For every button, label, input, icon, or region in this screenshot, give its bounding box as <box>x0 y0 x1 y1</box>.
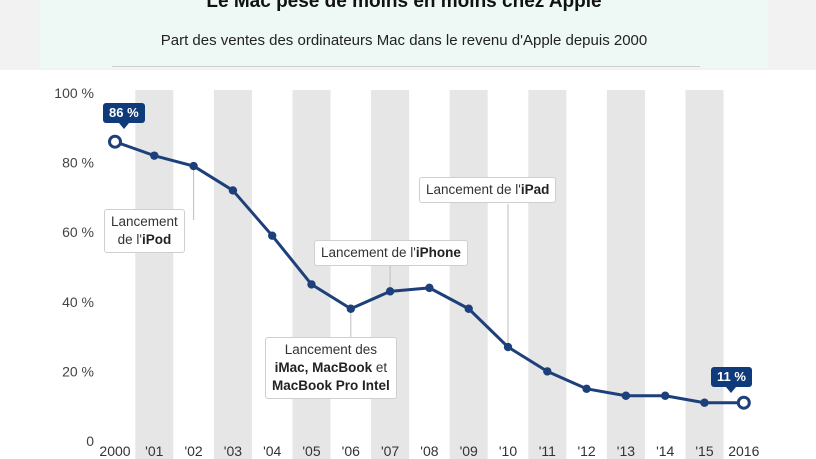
x-tick-label-8: '08 <box>420 443 438 459</box>
data-point-4 <box>268 231 277 240</box>
data-point-9 <box>464 304 473 313</box>
data-point-16 <box>736 395 751 410</box>
y-tick-label-100: 100 % <box>54 85 94 101</box>
header-divider <box>112 66 700 67</box>
annotation-iphone-text: Lancement de l' <box>321 245 416 260</box>
x-tick-label-7: '07 <box>381 443 399 459</box>
band-9 <box>449 90 488 459</box>
annotation-iphone-product: iPhone <box>415 245 461 260</box>
x-tick-label-2: '02 <box>184 443 202 459</box>
y-tick-label-80: 80 % <box>62 155 94 171</box>
x-tick-label-3: '03 <box>224 443 242 459</box>
chart-header: Le Mac pèse de moins en moins chez Apple… <box>40 0 768 68</box>
line-chart: 0 20 % 40 % 60 % 80 % 100 % 2000 '01 '02 '03 '04 '0… <box>54 85 760 459</box>
x-tick-label-13: '13 <box>617 443 635 459</box>
band-13 <box>606 90 645 459</box>
x-tick-label-9: '09 <box>460 443 478 459</box>
data-point-6 <box>346 304 355 313</box>
data-point-3 <box>228 186 238 195</box>
x-tick-label-1: '01 <box>145 443 163 459</box>
data-point-7 <box>385 287 395 296</box>
x-tick-label-5: '05 <box>302 443 320 459</box>
annotation-imac-line2-suffix: et <box>372 360 388 375</box>
x-tick-label-14: '14 <box>656 443 674 459</box>
data-point-2 <box>189 161 198 171</box>
annotation-imac-line1: Lancement des <box>284 342 378 357</box>
data-point-15 <box>700 398 709 407</box>
annotation-ipad: Lancement de l'iPad <box>419 177 557 203</box>
band-15 <box>685 90 724 459</box>
data-point-14 <box>661 391 670 400</box>
annotation-imac-line2-products: iMac, MacBook <box>274 360 373 375</box>
data-point-11 <box>543 367 552 376</box>
data-point-1 <box>150 151 159 160</box>
data-point-0 <box>108 134 122 149</box>
data-point-13 <box>621 391 631 400</box>
highlight-label-first: 86 % <box>103 103 145 129</box>
annotation-imac-line3: MacBook Pro Intel <box>272 378 390 393</box>
highlight-label-last: 11 % <box>711 367 752 393</box>
x-tick-label-10: '10 <box>499 443 517 459</box>
annotation-imac: Lancement des iMac, MacBook et MacBook P… <box>265 337 397 399</box>
band-5 <box>292 90 331 459</box>
data-point-12 <box>582 384 591 393</box>
band-1 <box>135 90 174 459</box>
annotation-ipad-product: iPad <box>520 182 550 197</box>
x-tick-label-16: 2016 <box>728 443 759 459</box>
y-tick-label-20: 20 % <box>62 363 94 379</box>
chart-subtitle: Part des ventes des ordinateurs Mac dans… <box>160 32 648 49</box>
chart-title: Le Mac pèse de moins en moins chez Apple <box>206 0 602 12</box>
chart-area: 0 20 % 40 % 60 % 80 % 100 % 2000 '01 '02 '03 '04 '0… <box>0 70 816 459</box>
x-tick-label-11: '11 <box>539 443 556 459</box>
y-tick-label-0: 0 <box>86 433 94 449</box>
annotation-ipod-line1: Lancement <box>111 214 178 229</box>
x-tick-label-12: '12 <box>577 443 595 459</box>
annotation-ipod: Lancement de l'iPod <box>104 209 185 253</box>
annotation-iphone: Lancement de l'iPhone <box>314 240 468 266</box>
y-tick-label-60: 60 % <box>62 224 94 240</box>
band-11 <box>528 90 567 459</box>
x-tick-label-6: '06 <box>342 443 360 459</box>
annotation-ipad-text: Lancement de l' <box>426 182 521 197</box>
x-tick-label-15: '15 <box>695 443 713 459</box>
x-tick-label-4: '04 <box>263 443 281 459</box>
annotation-ipod-product: iPod <box>141 232 172 247</box>
x-tick-label-0: 2000 <box>99 443 130 459</box>
data-point-8 <box>425 283 434 293</box>
band-3 <box>213 90 252 459</box>
y-tick-label-40: 40 % <box>62 294 94 310</box>
data-point-5 <box>307 280 316 289</box>
annotation-ipod-line2: de l' <box>117 232 142 247</box>
data-point-10 <box>503 342 513 352</box>
